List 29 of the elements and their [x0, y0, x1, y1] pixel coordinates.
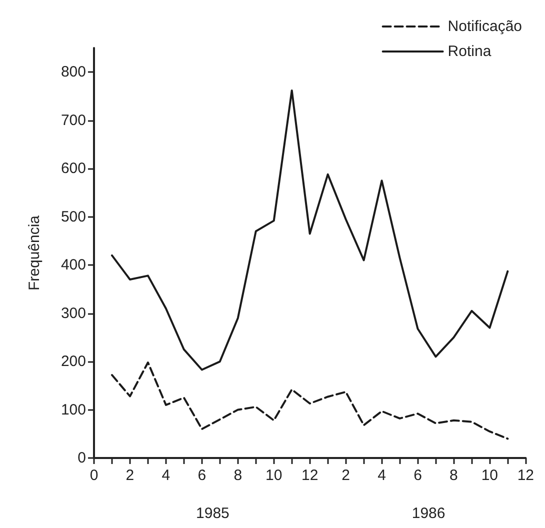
line-series	[110, 361, 509, 440]
x-tick-label: 2	[126, 467, 134, 484]
x-tick-label: 10	[481, 467, 498, 484]
y-tick-label: 0	[78, 450, 86, 466]
x-tick-label: 12	[301, 467, 318, 484]
y-axis-title: Frequência	[26, 214, 43, 291]
y-tick-label: 300	[60, 304, 86, 322]
x-tick-label: 4	[162, 467, 170, 484]
y-tick-label: 400	[60, 256, 86, 274]
x-tick-label: 4	[378, 467, 386, 484]
y-tick-label: 700	[60, 112, 86, 129]
y-tick-label: 600	[60, 160, 86, 178]
x-tick-label: 12	[517, 467, 534, 484]
y-tick-label: 800	[60, 64, 86, 81]
legend-label: Notificação	[448, 18, 522, 35]
text: 1986	[412, 505, 446, 522]
x-tick-label: 0	[90, 467, 98, 484]
legend-label: Rotina	[448, 43, 492, 60]
x-tick-label: 2	[342, 467, 350, 484]
y-tick-label: 500	[60, 208, 86, 226]
x-tick-label: 8	[450, 467, 458, 484]
x-tick-label: 10	[266, 467, 282, 484]
x-tick-label: 6	[198, 467, 206, 484]
x-tick-label: 6	[414, 467, 422, 484]
x-tick-label: 8	[234, 467, 242, 484]
y-tick-label: 100	[60, 401, 86, 418]
text: 1985	[196, 505, 230, 522]
line-series	[110, 89, 509, 371]
y-tick-label: 200	[60, 353, 86, 370]
